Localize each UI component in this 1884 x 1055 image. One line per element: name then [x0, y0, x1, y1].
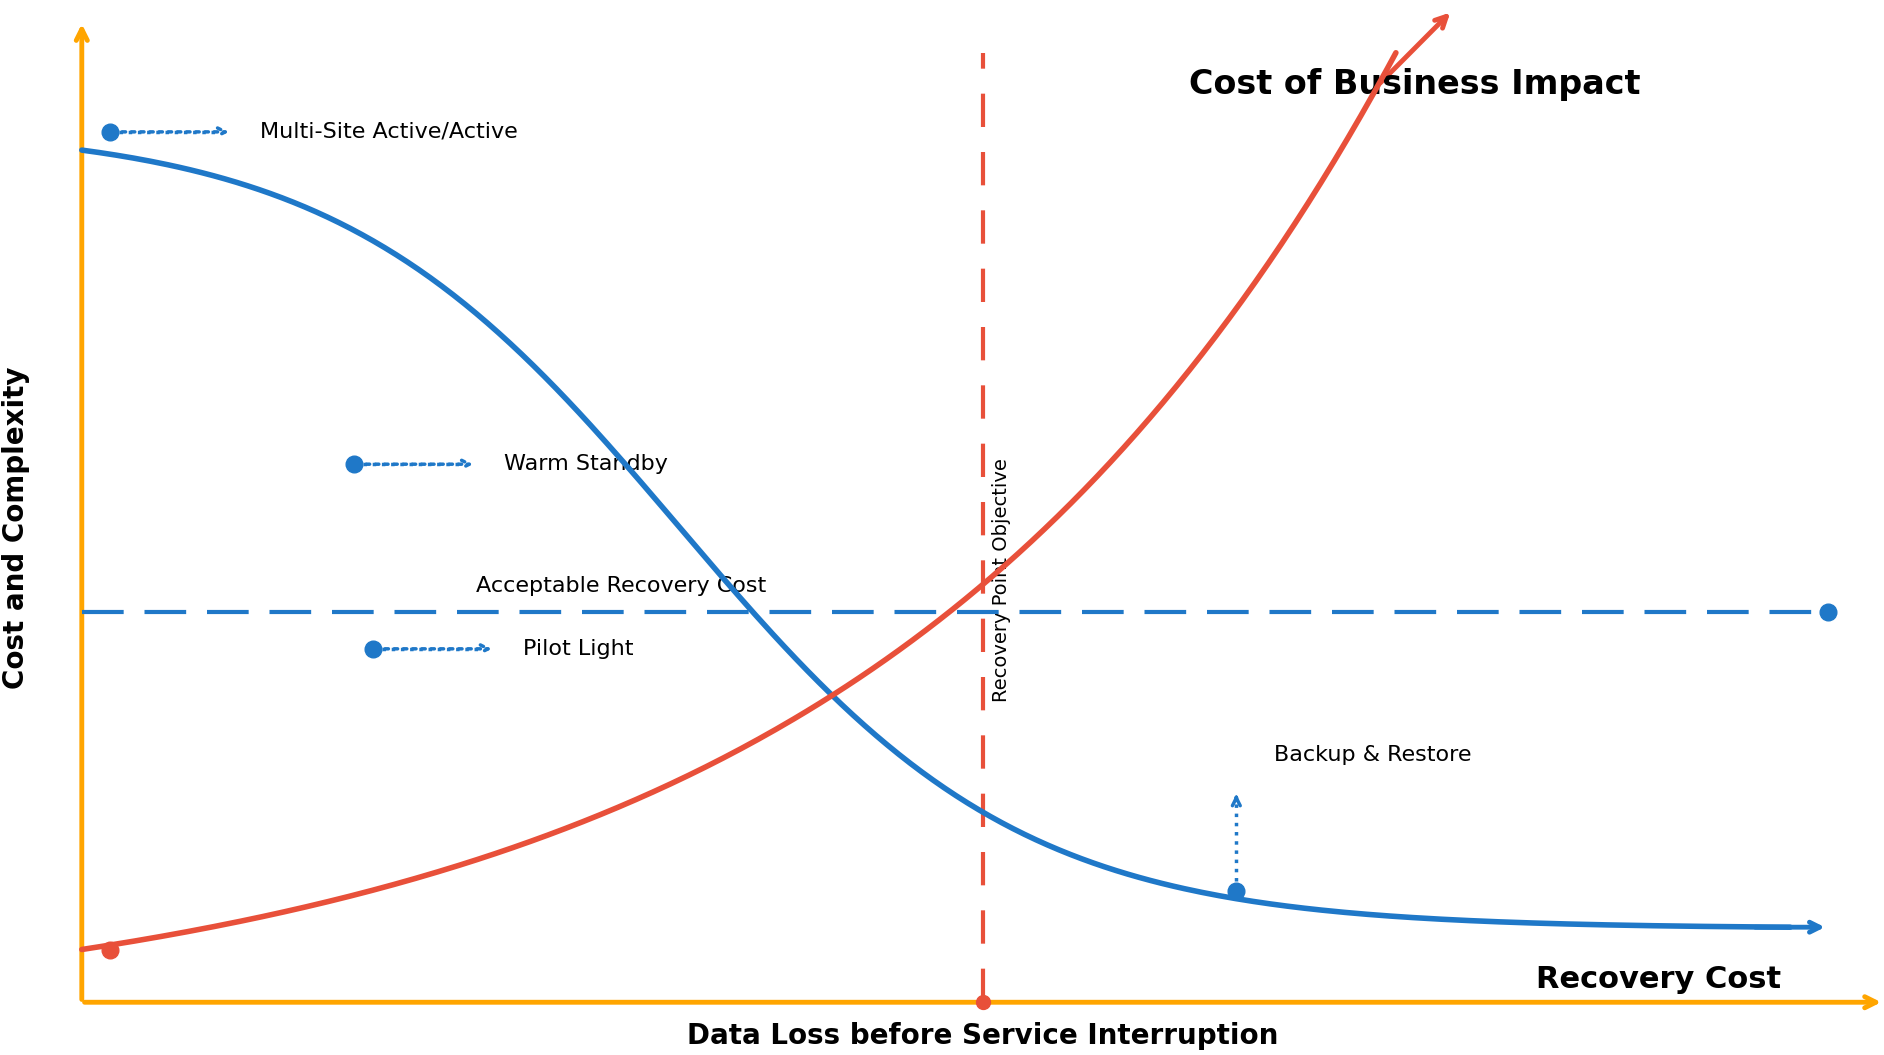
Text: Cost of Business Impact: Cost of Business Impact [1189, 68, 1641, 101]
Text: Recovery Cost: Recovery Cost [1535, 965, 1780, 995]
Text: Backup & Restore: Backup & Restore [1274, 745, 1471, 765]
Text: Warm Standby: Warm Standby [505, 455, 669, 474]
Text: Recovery Point Objective: Recovery Point Objective [993, 458, 1012, 703]
Text: Cost and Complexity: Cost and Complexity [2, 366, 30, 689]
Text: Multi-Site Active/Active: Multi-Site Active/Active [260, 122, 518, 141]
Text: Pilot Light: Pilot Light [524, 639, 633, 658]
Text: Data Loss before Service Interruption: Data Loss before Service Interruption [688, 1021, 1279, 1050]
Text: Acceptable Recovery Cost: Acceptable Recovery Cost [477, 576, 767, 596]
